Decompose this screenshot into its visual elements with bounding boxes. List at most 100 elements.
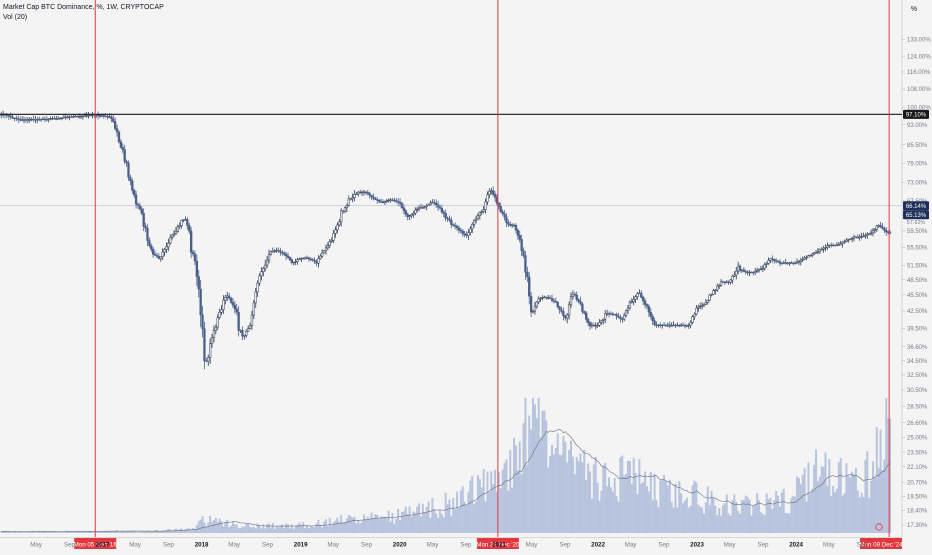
candle-body (771, 258, 774, 260)
candle-body (562, 311, 565, 316)
candle-body (837, 244, 840, 246)
volume-bar (602, 465, 605, 533)
horizontal-line-price-tag[interactable]: 97.10% (906, 113, 927, 119)
volume-bar (615, 496, 618, 533)
volume-bar (830, 495, 833, 533)
volume-label[interactable]: Vol (20) (3, 14, 28, 21)
volume-bar (651, 500, 654, 533)
volume-bar (813, 464, 816, 533)
volume-bar (222, 526, 225, 533)
volume-bar (514, 445, 517, 533)
volume-bar (497, 472, 500, 533)
volume-bar (870, 480, 873, 533)
candle-body (77, 115, 81, 118)
candle-body (271, 251, 274, 253)
y-tick-label: 25.00% (907, 436, 928, 442)
volume-bar (507, 490, 510, 533)
volume-bar (697, 504, 700, 533)
candle-body (755, 270, 759, 272)
candle-body (685, 325, 689, 327)
price-scale-background[interactable] (902, 0, 932, 550)
volume-ma-line (1, 428, 891, 532)
candle-body (681, 324, 685, 327)
y-tick-label: 39.50% (907, 327, 928, 333)
volume-bar (243, 527, 246, 533)
volume-bar (220, 521, 223, 533)
candle-body (678, 324, 681, 327)
last-price-tag-bg (903, 201, 929, 211)
candle-body (651, 316, 654, 321)
volume-bar (36, 532, 39, 533)
volume-bar (45, 531, 48, 533)
candle-body (885, 229, 888, 233)
volume-bar (19, 531, 22, 533)
volume-bar (370, 512, 373, 533)
candle-body (465, 234, 468, 236)
scale-unit-label[interactable]: % (910, 6, 918, 13)
candle-body (322, 250, 326, 254)
candle-body (866, 234, 869, 236)
volume-bar (742, 499, 745, 533)
candle-body (448, 218, 451, 221)
volume-bar (438, 510, 441, 533)
candle-body (370, 195, 373, 198)
volume-bar (674, 483, 677, 533)
candle-body (457, 227, 461, 231)
volume-bar (765, 493, 768, 533)
volume-bar (43, 530, 46, 533)
last-price-tag[interactable]: 66.14% (906, 204, 927, 210)
volume-bar (644, 471, 647, 533)
candle-body (662, 324, 666, 327)
candle-body (231, 302, 235, 306)
candle-body (807, 255, 810, 258)
volume-bar (231, 522, 234, 533)
candle-body (237, 311, 240, 331)
volume-bar (621, 455, 624, 533)
volume-bar (148, 531, 151, 533)
volume-bar (494, 469, 497, 533)
candle-body (585, 312, 588, 320)
candle-body (824, 247, 827, 249)
volume-bar (5, 531, 8, 533)
candle-body (600, 320, 603, 323)
volume-bar (609, 487, 612, 533)
marker-date-badge (476, 538, 519, 549)
candle-body (488, 191, 491, 195)
candle-body (784, 262, 787, 264)
volume-bar (193, 528, 196, 533)
volume-bar (114, 531, 117, 533)
prev-close-tag[interactable]: 65.13% (906, 213, 927, 219)
candle-body (609, 313, 613, 315)
volume-bar (64, 530, 67, 533)
volume-bar (138, 531, 141, 533)
candle-body (841, 241, 844, 244)
time-scale-background[interactable] (0, 537, 932, 550)
candle-body (302, 258, 305, 260)
candle-body (718, 285, 721, 287)
candle-body (265, 259, 269, 266)
candle-body (205, 360, 208, 362)
candle-body (269, 251, 273, 255)
volume-bar (834, 492, 837, 533)
candle-body (252, 302, 255, 316)
volume-bar (801, 474, 804, 533)
alert-icon[interactable] (875, 523, 883, 531)
candle-body (98, 115, 102, 117)
volume-bar (530, 429, 533, 533)
volume-bar (62, 532, 65, 533)
candle-body (114, 121, 117, 129)
candle-body (241, 329, 244, 337)
volume-bar (249, 526, 252, 533)
volume-bar (799, 484, 802, 533)
volume-bar (708, 505, 711, 533)
candle-body (605, 313, 609, 315)
candle-body (776, 261, 780, 263)
volume-bar (429, 517, 432, 533)
candle-body (780, 263, 783, 265)
volume-bar (171, 530, 174, 533)
volume-bar (9, 532, 12, 533)
volume-bar (313, 527, 316, 533)
candle-body (150, 245, 153, 250)
chart-title[interactable]: Market Cap BTC Dominance, %, 1W, CRYPTOC… (3, 4, 164, 11)
